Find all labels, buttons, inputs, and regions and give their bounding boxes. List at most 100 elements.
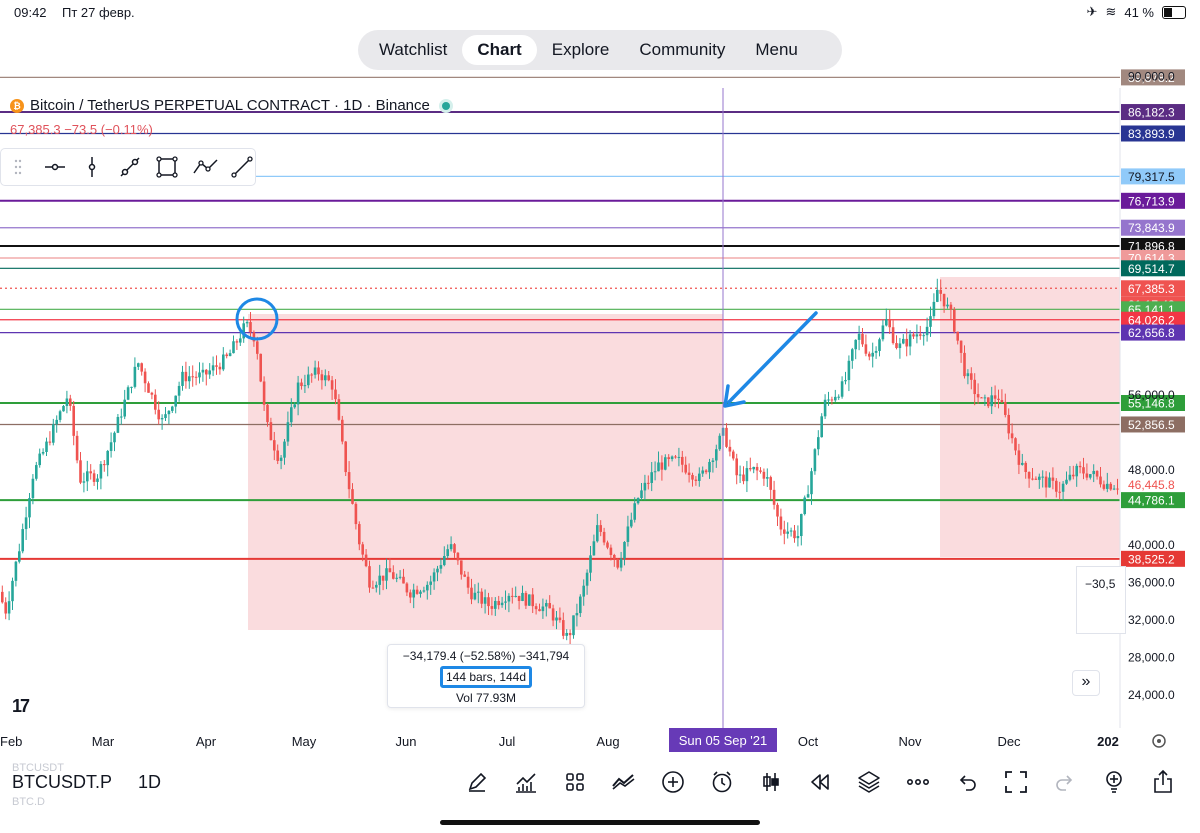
- price-level-label: 52,856.5: [1121, 416, 1185, 433]
- rectangle-icon[interactable]: [154, 154, 179, 180]
- time-tick-label: Apr: [196, 734, 217, 749]
- svg-text:46,445.8: 46,445.8: [1128, 478, 1175, 492]
- top-navigation: Watchlist Chart Explore Community Menu: [358, 30, 842, 70]
- replay-icon[interactable]: [795, 766, 844, 798]
- layouts-icon[interactable]: [550, 766, 599, 798]
- price-level-label: 46,445.8: [1121, 476, 1185, 493]
- share-icon[interactable]: [1138, 766, 1187, 798]
- symbol-ticker[interactable]: BTCUSDT.P: [12, 772, 113, 792]
- svg-text:38,525.2: 38,525.2: [1128, 552, 1175, 566]
- time-tick-label: Jul: [499, 734, 516, 749]
- airplane-icon: ✈: [1086, 4, 1098, 19]
- tab-menu[interactable]: Menu: [755, 40, 798, 59]
- home-indicator: [440, 820, 760, 825]
- measure-bars: 144 bars, 144d: [439, 666, 533, 688]
- more-icon[interactable]: [893, 766, 942, 798]
- indicators-icon[interactable]: [501, 766, 550, 798]
- time-tick-label: Nov: [898, 734, 922, 749]
- symbol-header[interactable]: ₿ Bitcoin / TetherUS PERPETUAL CONTRACT …: [10, 97, 450, 114]
- price-level-label: 55,146.8: [1121, 394, 1185, 411]
- drag-handle-icon[interactable]: [5, 154, 30, 180]
- svg-text:71,896.8: 71,896.8: [1128, 239, 1175, 253]
- compare-icon[interactable]: [599, 766, 648, 798]
- svg-text:89,878.2: 89,878.2: [1128, 71, 1175, 85]
- time-axis[interactable]: Feb Mar Apr May Jun Jul Aug Oct Nov Dec 202 Sun 05 …: [0, 728, 1119, 752]
- tab-chart[interactable]: Chart: [462, 35, 537, 65]
- tab-explore[interactable]: Explore: [551, 40, 610, 59]
- measure-tooltip: −34,179.4 (−52.58%) −341,794 144 bars, 1…: [387, 644, 585, 708]
- price-level-label: 79,317.5: [1121, 168, 1185, 185]
- status-bar: 09:42 Пт 27 февр. ✈ ≋ 41 %: [0, 0, 1200, 26]
- interval-selector[interactable]: 1D: [138, 772, 162, 792]
- idea-icon[interactable]: [1089, 766, 1138, 798]
- previous-symbol[interactable]: BTCUSDT: [12, 762, 64, 774]
- layers-icon[interactable]: [844, 766, 893, 798]
- market-status-icon: [441, 101, 450, 110]
- svg-text:83,893.9: 83,893.9: [1128, 127, 1175, 141]
- vertical-line-icon[interactable]: [80, 154, 105, 180]
- price-level-label: 38,525.2: [1121, 550, 1185, 567]
- price-tick-label: 48,000.0: [1128, 463, 1175, 477]
- price-tick-label: 32,000.0: [1128, 613, 1175, 627]
- status-date: Пт 27 февр.: [62, 5, 135, 20]
- redo-icon[interactable]: [1040, 766, 1089, 798]
- price-level-label: 76,713.9: [1121, 192, 1185, 209]
- price-tick-label: 40,000.0: [1128, 538, 1175, 552]
- price-level-label: 83,893.9: [1121, 125, 1185, 142]
- wifi-icon: ≋: [1105, 4, 1117, 19]
- svg-text:67,385.3: 67,385.3: [1128, 282, 1175, 296]
- undo-icon[interactable]: [942, 766, 991, 798]
- candlesticks: [1, 278, 1119, 646]
- fullscreen-icon[interactable]: [991, 766, 1040, 798]
- drawing-toolbar: [0, 148, 256, 186]
- bottom-icons: [452, 766, 1187, 798]
- time-tick-label: Feb: [0, 734, 22, 749]
- price-chart[interactable]: 89,878.2 86,182.3 83,893.9 79,317.5 76,713.9…: [0, 0, 1200, 760]
- bottom-toolbar: BTCUSDT BTCUSDT.P BTC.D 1D: [0, 758, 1200, 833]
- path-icon[interactable]: [192, 154, 218, 180]
- price-tick-label: 24,000.0: [1128, 688, 1175, 702]
- next-symbol[interactable]: BTC.D: [12, 796, 45, 808]
- price-axis[interactable]: 89,878.2 86,182.3 83,893.9 79,317.5 76,713.9…: [1121, 69, 1185, 702]
- measure-volume: Vol 77.93M: [455, 691, 517, 705]
- scroll-to-realtime-button[interactable]: »: [1072, 670, 1100, 696]
- trend-line-icon[interactable]: [230, 154, 255, 180]
- alert-icon[interactable]: [697, 766, 746, 798]
- price-level-label: 69,514.7: [1121, 260, 1185, 277]
- status-time: 09:42: [14, 5, 47, 20]
- time-tick-label: Mar: [92, 734, 115, 749]
- svg-text:79,317.5: 79,317.5: [1128, 170, 1175, 184]
- annotation-circle[interactable]: [235, 297, 279, 341]
- svg-text:44,786.1: 44,786.1: [1128, 494, 1175, 508]
- price-level-label: 44,786.1: [1121, 492, 1185, 509]
- time-tick-label: May: [292, 734, 317, 749]
- time-tick-label: Aug: [596, 734, 619, 749]
- price-tick-label: 56,000.0: [1128, 388, 1175, 402]
- trend-angle-icon[interactable]: [117, 154, 142, 180]
- svg-text:55,146.8: 55,146.8: [1128, 396, 1175, 410]
- svg-text:76,713.9: 76,713.9: [1128, 194, 1175, 208]
- price-range-widget[interactable]: −30,5: [1076, 566, 1126, 634]
- price-level-label: 71,896.8: [1121, 237, 1185, 254]
- price-level-label: 62,656.8: [1121, 324, 1185, 341]
- svg-text:52,856.5: 52,856.5: [1128, 418, 1175, 432]
- time-tick-label: Oct: [798, 734, 819, 749]
- tab-watchlist[interactable]: Watchlist: [379, 40, 448, 59]
- price-range-box[interactable]: [940, 277, 1120, 557]
- price-level-label: 89,878.2: [1121, 69, 1185, 86]
- annotation-arrow[interactable]: [723, 311, 818, 408]
- tab-community[interactable]: Community: [639, 40, 726, 59]
- horizontal-line-icon[interactable]: [42, 154, 67, 180]
- time-tick-label: Jun: [396, 734, 417, 749]
- time-tick-label: Dec: [997, 734, 1021, 749]
- svg-text:64,026.2: 64,026.2: [1128, 313, 1175, 327]
- bar-style-icon[interactable]: [746, 766, 795, 798]
- price-level-label: 73,843.9: [1121, 219, 1185, 236]
- add-icon[interactable]: [648, 766, 697, 798]
- tradingview-logo[interactable]: 17: [12, 696, 30, 716]
- chart-settings-icon[interactable]: [1152, 734, 1166, 748]
- price-tick-label: 90,000.0: [1128, 69, 1175, 83]
- pencil-icon[interactable]: [452, 766, 501, 798]
- price-range-box[interactable]: [248, 314, 723, 630]
- time-tick-label: 202: [1097, 734, 1119, 749]
